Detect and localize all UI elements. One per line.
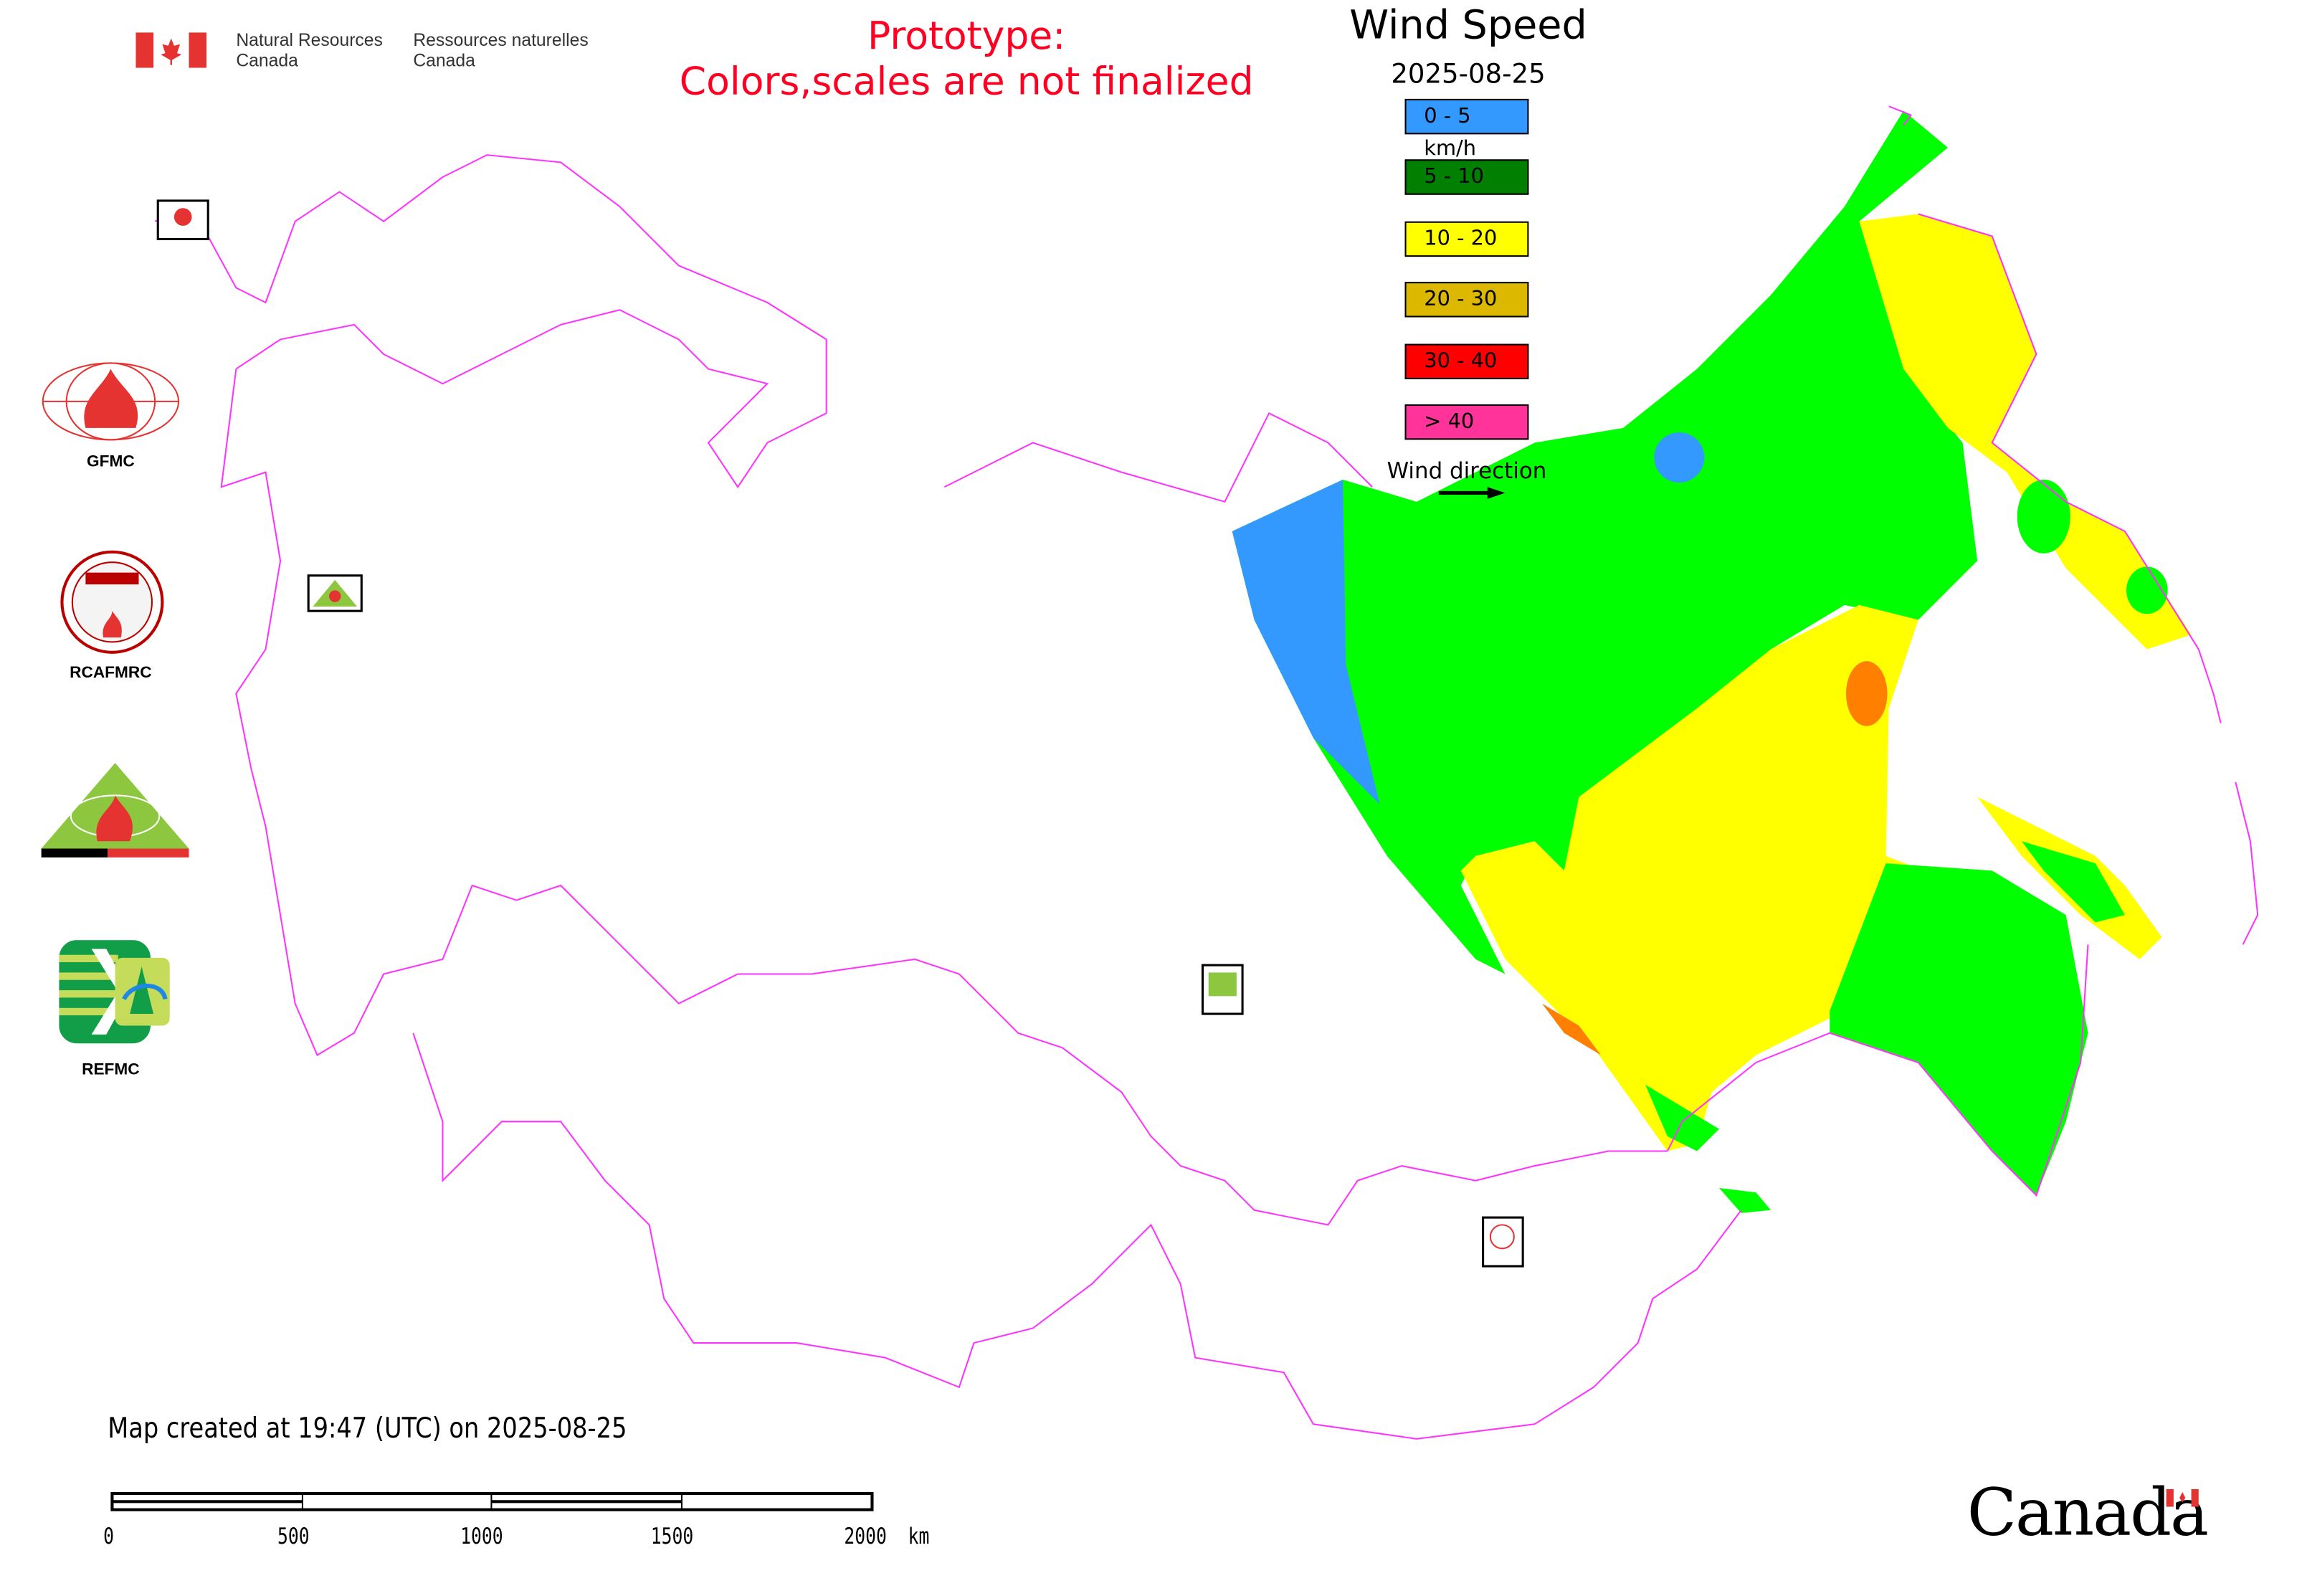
yellow-zone-central	[1460, 604, 1963, 1151]
agency-line: Ressources naturelles	[413, 29, 589, 50]
map-creation-timestamp: Map created at 19:47 (UTC) on 2025-08-25	[108, 1412, 627, 1445]
scale-bar	[110, 1491, 874, 1511]
agency-line: Canada	[236, 49, 298, 71]
scale-tick-label: 2000 km	[844, 1523, 930, 1550]
legend-item-over-40: > 40	[1404, 404, 1529, 440]
green-zone-main	[1232, 110, 1978, 974]
prototype-line: Prototype:	[867, 14, 1066, 60]
wordmark-flag-icon	[2166, 1488, 2199, 1507]
border-central-asia	[412, 1032, 1742, 1440]
scale-tick-label: 500	[277, 1523, 310, 1550]
rcafmrc-logo-icon	[60, 550, 164, 654]
orange-patch-south	[1541, 1003, 1602, 1055]
border-east-coast	[1666, 944, 2089, 1197]
reefmc-logo-icon	[41, 763, 189, 858]
legend-item-5-10: 5 - 10	[1404, 159, 1529, 195]
map-logo-markers	[156, 199, 1524, 1268]
blue-zone-west	[1232, 479, 1380, 804]
green-patch-kamchatka-south	[2126, 566, 2168, 614]
agency-line: Natural Resources	[236, 29, 383, 50]
prototype-notice: Prototype: Colors,scales are not finaliz…	[657, 15, 1276, 107]
canada-flag-icon	[135, 32, 207, 68]
orange-patch	[1845, 661, 1888, 726]
wind-field	[1232, 110, 2192, 1213]
legend-date: 2025-08-25	[1391, 59, 1546, 90]
refmc-label: REFMC	[82, 1060, 140, 1079]
green-strip-south	[1645, 1084, 1719, 1151]
border-islands	[2235, 782, 2259, 945]
blue-patch-north	[1654, 432, 1705, 483]
border-north-europe	[154, 154, 827, 489]
refmc-logo-icon	[59, 940, 170, 1044]
gfmc-label: GFMC	[87, 452, 135, 471]
green-zone-sakhalin	[2021, 841, 2125, 923]
prototype-line: Colors,scales are not finalized	[679, 60, 1254, 105]
green-zone-east	[1830, 863, 2088, 1196]
green-patch-kamchatka	[2017, 479, 2070, 554]
border-europe-west	[220, 369, 1668, 1226]
agency-name-en: Natural Resources Canada	[236, 29, 383, 71]
country-borders	[154, 105, 2259, 1440]
scale-tick-label: 0	[103, 1523, 114, 1550]
border-north-island	[1888, 105, 1913, 126]
legend-title: Wind Speed	[1349, 3, 1587, 49]
wind-direction-label: Wind direction	[1387, 457, 1547, 485]
border-kamchatka	[1918, 213, 2222, 723]
green-island	[1718, 1187, 1771, 1213]
yellow-zone-kamchatka	[1859, 214, 2192, 650]
legend-item-20-30: 20 - 30	[1404, 282, 1529, 318]
legend-item-10-20: 10 - 20	[1404, 221, 1529, 257]
scale-tick-label: 1000	[460, 1523, 503, 1550]
rcafmrc-label: RCAFMRC	[70, 664, 152, 682]
border-arctic-coast	[943, 412, 1373, 503]
wind-direction-arrow-icon	[1438, 487, 1506, 499]
legend-item-30-40: 30 - 40	[1404, 343, 1529, 379]
scale-tick-label: 1500	[650, 1523, 694, 1550]
legend-item-0-5: 0 - 5 km/h	[1404, 98, 1529, 161]
agency-name-fr: Ressources naturelles Canada	[413, 29, 588, 71]
canada-wordmark: Canada	[1966, 1476, 2209, 1552]
agency-line: Canada	[413, 49, 475, 71]
gfmc-logo-icon	[42, 362, 180, 441]
